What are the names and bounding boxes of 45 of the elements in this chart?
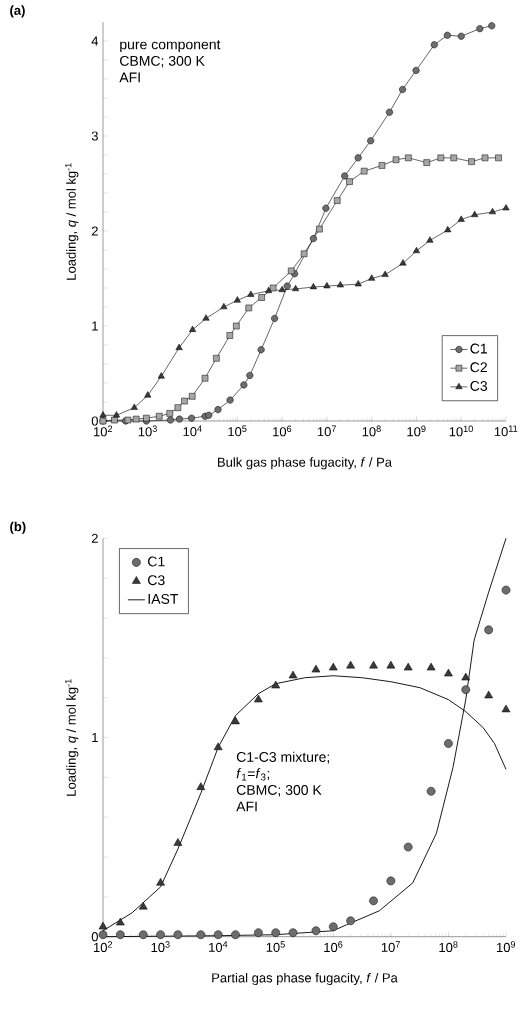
x-tick-label: 10$^{9}$ (496, 941, 516, 953)
annotation: pure component (120, 40, 221, 53)
chart-title: (b) (10, 521, 26, 534)
x-tick-label: 10$^{5}$ (266, 941, 285, 952)
y-tick-label: 0 (91, 416, 98, 426)
x-tick-label: 10$^{2}$ (93, 941, 113, 953)
annotation: AFI (236, 801, 257, 812)
y-axis-title: Loading, q / mol kg$^{-1}$ (65, 163, 79, 280)
x-tick-label: 10$^{11}$ (494, 425, 518, 437)
y-tick-label: 4 (91, 36, 99, 46)
x-tick-label: 10$^{10}$ (449, 425, 473, 437)
x-tick-label: 10$^{3}$ (138, 425, 157, 437)
x-tick-label: 10$^{6}$ (273, 425, 292, 437)
annotation: CBMC; 300 K (120, 55, 205, 68)
x-axis-title: Partial gas phase fugacity, f / Pa (212, 972, 398, 986)
legend-label: IAST (148, 593, 179, 604)
x-tick-label: 10$^{3}$ (151, 941, 170, 953)
chart-title: (a) (10, 5, 25, 18)
annotation: CBMC; 300 K (236, 785, 322, 797)
x-tick-label: 10$^{4}$ (209, 941, 228, 952)
annotation: AFI (119, 72, 140, 83)
y-tick-label: 0 (91, 932, 98, 942)
y-tick-label: 1 (92, 733, 98, 742)
x-tick-label: 10$^{9}$ (407, 425, 426, 437)
x-tick-label: 10$^{6}$ (324, 941, 343, 953)
x-tick-label: 10$^{7}$ (317, 425, 336, 437)
legend-label: C2 (470, 362, 487, 373)
legend-label: C1 (148, 556, 165, 567)
x-tick-label: 10$^{4}$ (183, 425, 202, 437)
legend-label: C3 (470, 381, 488, 391)
x-tick-label: 10$^{7}$ (381, 941, 400, 952)
y-tick-label: 2 (91, 533, 98, 543)
annotation: C1-C3 mixture; (236, 751, 330, 764)
x-tick-label: 10$^{8}$ (362, 425, 381, 437)
legend-label: C3 (148, 575, 165, 586)
y-tick-label: 2 (91, 226, 98, 236)
y-tick-label: 1 (92, 321, 98, 331)
annotation: f$_{1}$=f$_{3}$; (236, 768, 270, 781)
x-tick-label: 10$^{5}$ (228, 425, 247, 437)
legend-label: C1 (470, 343, 487, 354)
x-tick-label: 10$^{8}$ (439, 941, 458, 953)
x-tick-label: 10$^{2}$ (93, 425, 113, 437)
y-axis-title: Loading, q / mol kg$^{-1}$ (65, 679, 79, 796)
x-axis-title: Bulk gas phase fugacity, f / Pa (218, 457, 393, 470)
y-tick-label: 3 (91, 131, 98, 141)
